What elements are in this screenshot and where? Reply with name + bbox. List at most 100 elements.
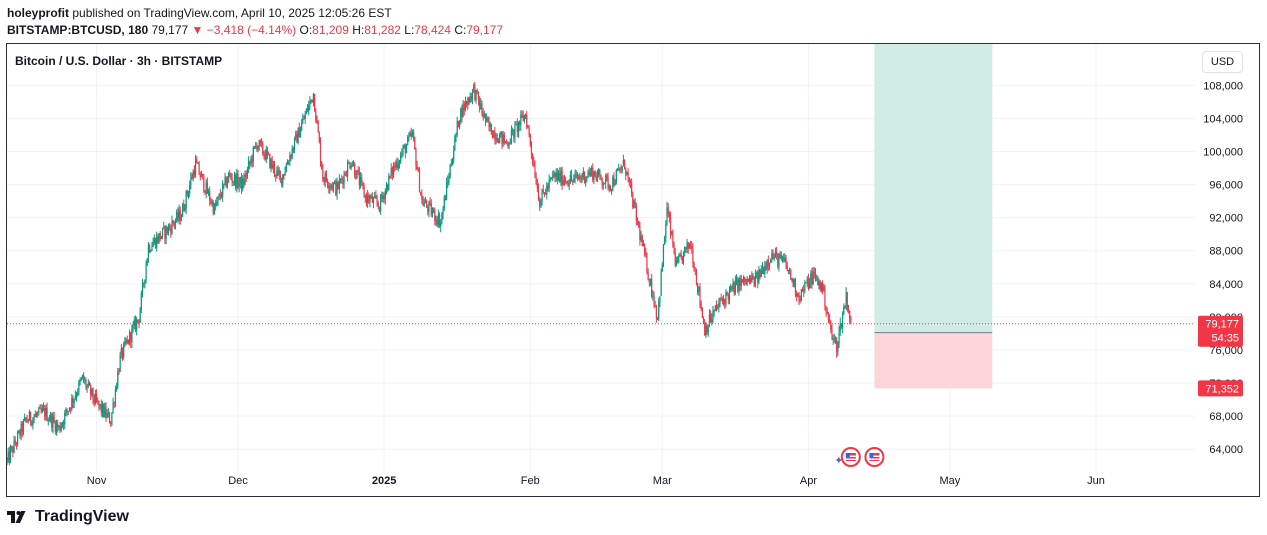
candle-body	[746, 278, 748, 284]
candle-body	[66, 409, 68, 412]
candle-body	[371, 195, 373, 203]
candle-body	[335, 181, 337, 195]
author-name: holeyprofit	[7, 6, 69, 20]
candle-body	[639, 226, 641, 241]
candle-body	[647, 272, 649, 280]
candle-body	[121, 348, 124, 358]
candle-body	[347, 163, 349, 177]
footer-brand[interactable]: TradingView	[7, 508, 129, 526]
candle-body	[681, 256, 683, 263]
candle-body	[25, 417, 27, 419]
candle-body	[229, 173, 231, 176]
published-text: published on TradingView.com, April 10, …	[72, 6, 392, 20]
candle-body	[147, 245, 150, 259]
candle-body	[615, 170, 617, 184]
candle-body	[32, 418, 34, 426]
candle-body	[772, 252, 774, 259]
candle-body	[628, 177, 630, 182]
candle-body	[694, 271, 696, 273]
candle-body	[705, 325, 707, 336]
candle-body	[510, 130, 513, 144]
candle-body	[666, 207, 668, 225]
candle-body	[113, 402, 115, 404]
candle-body	[667, 207, 669, 215]
candle-body	[791, 279, 793, 281]
candle-body	[233, 174, 236, 182]
candle-body	[744, 276, 746, 282]
candle-body	[21, 423, 23, 433]
candle-body	[70, 407, 72, 410]
candle-body	[256, 145, 258, 150]
candle-body	[239, 176, 241, 183]
candle-body	[396, 162, 398, 169]
candle-body	[209, 191, 211, 201]
candle-body	[535, 177, 537, 185]
candle-body	[719, 298, 721, 304]
candle-body	[203, 175, 205, 191]
candle-body	[751, 275, 753, 283]
candle-body	[810, 273, 812, 284]
candle-body	[528, 127, 530, 135]
candle-body	[813, 271, 815, 274]
candle-body	[118, 371, 120, 373]
candle-body	[721, 299, 723, 302]
candle-body	[607, 176, 609, 189]
candle-body	[738, 278, 740, 291]
candle-body	[200, 173, 203, 178]
candle-body	[315, 111, 317, 121]
candle-body	[817, 277, 819, 286]
candle-body	[843, 307, 845, 315]
candle-body	[370, 195, 372, 198]
candle-body	[735, 279, 738, 281]
candle-body	[61, 422, 63, 427]
candle-body	[342, 179, 344, 184]
candle-body	[354, 163, 356, 176]
high-label: H:	[352, 23, 365, 37]
candle-body	[372, 197, 375, 203]
chart-frame[interactable]: 64,00068,00072,00076,00080,00084,00088,0…	[6, 43, 1260, 497]
candle-body	[700, 303, 702, 309]
candle-body	[11, 446, 13, 449]
candle-body	[680, 254, 682, 257]
candle-body	[806, 278, 808, 283]
candle-body	[192, 170, 194, 180]
candle-body	[8, 451, 10, 462]
currency-button[interactable]: USD	[1202, 51, 1243, 73]
candle-body	[457, 121, 459, 128]
candle-body	[708, 314, 711, 327]
candle-body	[424, 200, 426, 204]
x-tick-label: Apr	[800, 475, 817, 487]
candle-body	[88, 382, 91, 386]
candle-body	[576, 174, 579, 178]
candle-body	[220, 196, 223, 198]
candle-body	[565, 181, 567, 183]
candle-body	[191, 177, 193, 180]
candle-body	[184, 208, 186, 211]
candle-body	[599, 170, 601, 176]
candle-body	[123, 344, 125, 358]
price-chart[interactable]: 64,00068,00072,00076,00080,00084,00088,0…	[7, 44, 1259, 496]
candle-body	[160, 236, 162, 240]
candle-body	[161, 228, 164, 237]
candle-body	[614, 183, 616, 186]
candle-body	[648, 279, 650, 283]
candle-body	[358, 172, 360, 186]
candle-body	[435, 219, 437, 221]
candle-body	[798, 293, 800, 301]
candle-body	[512, 129, 514, 131]
candle-body	[331, 185, 333, 189]
candle-body	[404, 145, 406, 154]
candle-body	[44, 408, 46, 417]
candle-body	[423, 203, 425, 206]
candle-body	[691, 246, 693, 249]
candle-body	[213, 204, 216, 214]
candle-body	[725, 292, 727, 305]
candle-body	[662, 244, 665, 265]
candle-body	[282, 174, 284, 185]
candle-body	[389, 175, 391, 177]
x-tick-label: May	[939, 475, 960, 487]
candle-body	[701, 308, 703, 318]
candle-body	[422, 199, 424, 206]
candle-body	[204, 190, 206, 194]
candle-body	[51, 414, 53, 428]
